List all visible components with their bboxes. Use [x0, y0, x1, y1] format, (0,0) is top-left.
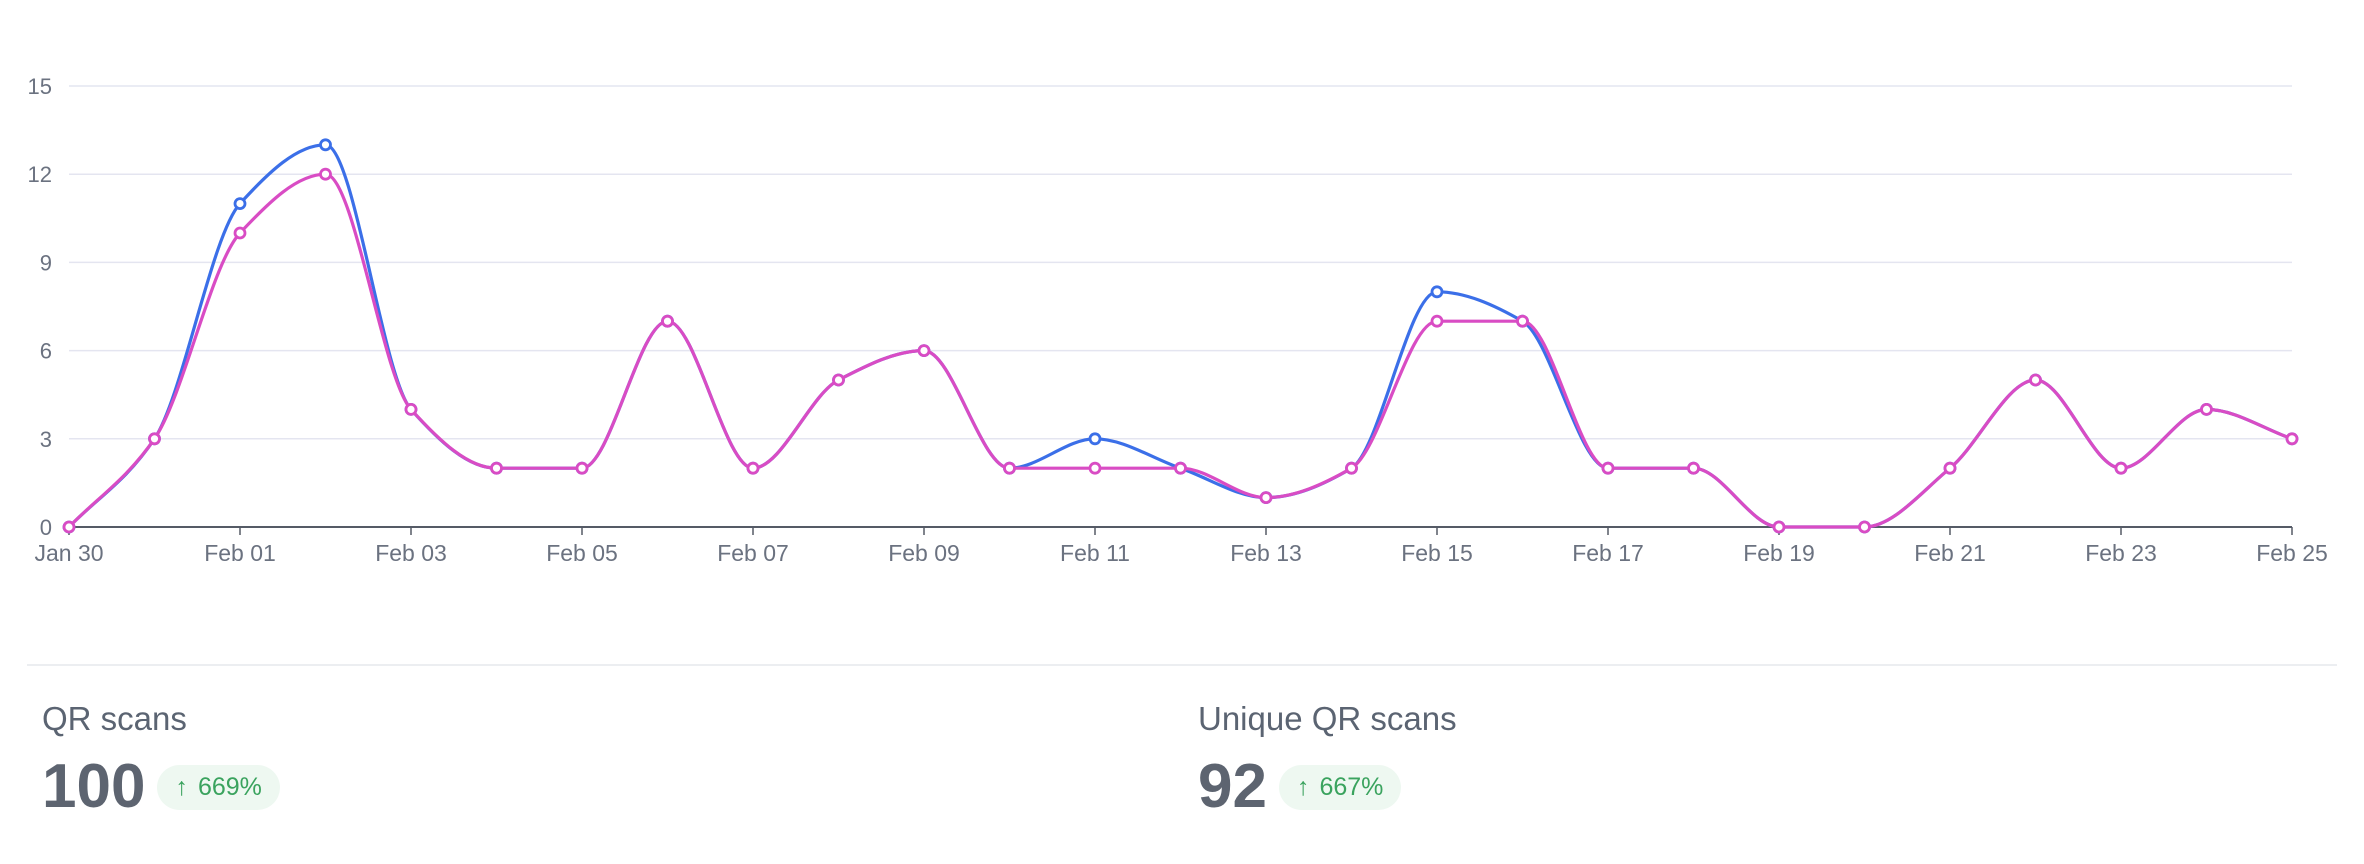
data-point[interactable]: [1601, 461, 1615, 475]
arrow-up-icon: ↑: [175, 772, 188, 801]
data-point[interactable]: [1430, 314, 1444, 328]
data-point[interactable]: [575, 461, 589, 475]
y-tick-label: 9: [40, 250, 52, 275]
x-tick-label: Feb 25: [2256, 540, 2328, 566]
series-line: [67, 172, 2293, 529]
qr-scans-line-chart: 0 3 6 9 12 15 Jan 30 Feb 01 Feb 03 Feb 05 Feb 07 F…: [28, 74, 2328, 566]
data-point[interactable]: [1858, 520, 1871, 534]
data-point[interactable]: [2200, 402, 2213, 416]
data-point[interactable]: [832, 373, 845, 387]
x-tick-label: Feb 13: [1230, 540, 1302, 566]
data-point[interactable]: [404, 402, 418, 416]
stat-value: 100: [42, 752, 146, 821]
stat-qr-scans: QR scans 100 ↑ 669%: [42, 700, 280, 818]
data-point[interactable]: [917, 344, 931, 358]
x-tick-label: Feb 11: [1060, 540, 1130, 566]
data-point[interactable]: [1687, 461, 1700, 475]
x-tick-label: Feb 17: [1572, 540, 1644, 566]
change-value: 667%: [1319, 772, 1384, 801]
data-point[interactable]: [2285, 432, 2299, 446]
data-point[interactable]: [319, 138, 332, 152]
y-tick-label: 6: [40, 339, 52, 364]
x-tick-label: Feb 19: [1743, 540, 1815, 566]
data-point[interactable]: [490, 461, 503, 475]
y-tick-label: 15: [28, 74, 52, 99]
data-point[interactable]: [1345, 461, 1358, 475]
data-point[interactable]: [1943, 461, 1957, 475]
data-point[interactable]: [1516, 314, 1529, 328]
section-divider: [27, 664, 2337, 666]
data-point[interactable]: [233, 197, 247, 211]
series-2: [62, 167, 2299, 534]
x-tick-label: Feb 23: [2085, 540, 2157, 566]
data-point[interactable]: [661, 314, 674, 328]
x-tick-label: Jan 30: [34, 540, 103, 566]
data-point[interactable]: [2114, 461, 2128, 475]
data-point[interactable]: [148, 432, 161, 446]
change-badge: ↑ 669%: [157, 764, 280, 810]
data-point[interactable]: [1174, 461, 1187, 475]
data-point[interactable]: [62, 520, 76, 534]
y-tick-label: 3: [40, 427, 52, 452]
y-tick-label: 0: [40, 515, 52, 540]
data-point[interactable]: [1430, 285, 1444, 299]
data-point[interactable]: [1772, 520, 1786, 534]
x-tick-label: Feb 15: [1401, 540, 1473, 566]
change-badge: ↑ 667%: [1278, 764, 1402, 810]
x-tick-label: Feb 07: [717, 540, 789, 566]
arrow-up-icon: ↑: [1296, 772, 1310, 801]
stat-unique-qr-scans: Unique QR scans 92 ↑ 667%: [1198, 700, 1457, 818]
y-tick-label: 12: [28, 162, 52, 187]
x-axis-ticks: Jan 30 Feb 01 Feb 03 Feb 05 Feb 07 Feb 09 Feb …: [34, 527, 2328, 566]
data-point[interactable]: [1003, 461, 1016, 475]
data-point[interactable]: [1088, 432, 1102, 446]
data-point[interactable]: [1088, 461, 1102, 475]
x-tick-label: Feb 03: [375, 540, 447, 566]
change-value: 669%: [197, 772, 262, 801]
x-tick-label: Feb 21: [1914, 540, 1986, 566]
data-point[interactable]: [746, 461, 760, 475]
y-axis-ticks: 0 3 6 9 12 15: [28, 74, 52, 540]
stat-value: 92: [1198, 752, 1267, 821]
data-point[interactable]: [319, 167, 332, 181]
data-point[interactable]: [1259, 491, 1273, 505]
stat-label: Unique QR scans: [1198, 700, 1457, 737]
chart-series: [62, 138, 2299, 534]
data-point[interactable]: [233, 226, 247, 240]
stat-label: QR scans: [42, 700, 187, 737]
data-point[interactable]: [2029, 373, 2042, 387]
x-tick-label: Feb 01: [204, 540, 276, 566]
x-tick-label: Feb 09: [888, 540, 960, 566]
x-tick-label: Feb 05: [546, 540, 618, 566]
chart-gridlines: [69, 85, 2292, 528]
